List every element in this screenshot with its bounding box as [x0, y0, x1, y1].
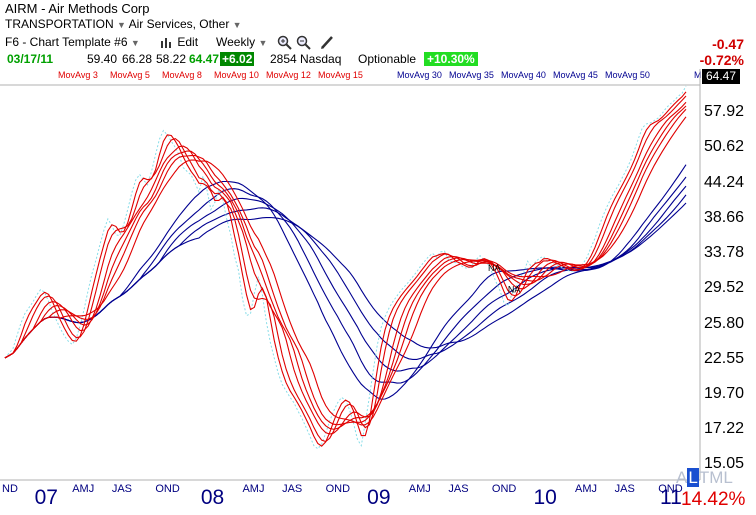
x-month-label: OND: [325, 483, 351, 495]
net-change: -0.47: [712, 36, 744, 52]
industry: Air Services, Other: [128, 17, 230, 31]
y-tick-label: 22.55: [704, 349, 745, 367]
industry-row: TRANSPORTATION ▼ Air Services, Other ▼: [5, 17, 242, 31]
series-movavg-3: [4, 91, 687, 447]
series-movavg-40: [4, 185, 687, 372]
range-m[interactable]: M: [709, 468, 724, 487]
x-month-label: AMJ: [242, 483, 265, 495]
range-t[interactable]: T: [698, 468, 710, 487]
legend-item: MovAvg 50: [605, 70, 650, 80]
x-year-label: 08: [200, 486, 225, 509]
x-month-label: AMJ: [575, 483, 598, 495]
x-year-label: 09: [367, 486, 391, 509]
edit-button[interactable]: Edit: [160, 35, 198, 49]
chevron-down-icon: ▼: [130, 38, 140, 48]
y-tick-label: 17.22: [704, 420, 745, 438]
legend-item: MovAvg 5: [110, 70, 150, 80]
y-tick-label: 57.92: [704, 103, 745, 121]
annotation-0: NA: [488, 263, 501, 273]
x-month-label: JAS: [448, 483, 469, 495]
legend-item: MovAvg 8: [162, 70, 202, 80]
high-value: 66.28: [122, 52, 153, 66]
legend-item: MovAvg 45: [553, 70, 598, 80]
low-value: 58.22: [156, 52, 187, 66]
y-tick-label: 25.80: [704, 314, 745, 332]
series-movavg-5: [4, 95, 687, 443]
chevron-down-icon[interactable]: ▼: [232, 20, 242, 30]
x-month-label: OND: [491, 483, 517, 495]
legend-item: MovAvg 12: [266, 70, 311, 80]
close-value: 64.47: [189, 52, 220, 66]
header: AIRM - Air Methods Corp TRANSPORTATION ▼…: [0, 0, 756, 68]
relative-strength-percent: 14.42%: [681, 489, 746, 510]
x-month-label: OND: [155, 483, 180, 495]
legend-item: MovAvg 35: [449, 70, 494, 80]
period-select[interactable]: Weekly ▼: [216, 35, 268, 49]
change-value: +6.02: [220, 52, 255, 66]
series-movavg-50: [4, 202, 687, 359]
series-movavg-15: [4, 116, 687, 426]
x-month-label: ND: [2, 483, 18, 495]
y-tick-label: 44.24: [704, 173, 745, 191]
x-month-label: JAS: [282, 483, 303, 495]
y-tick-label: 38.66: [704, 208, 745, 226]
series-movavg-35: [4, 176, 687, 384]
quote-date: 03/17/11: [7, 52, 54, 66]
range-l2[interactable]: L: [723, 468, 733, 487]
x-month-label: JAS: [111, 483, 132, 495]
legend-item: MovAvg 3: [58, 70, 98, 80]
x-month-label: AMJ: [408, 483, 431, 495]
zoom-out-icon[interactable]: [296, 35, 312, 53]
y-tick-label: 15.05: [704, 455, 745, 473]
y-tick-label: 29.52: [704, 279, 745, 297]
net-pct-change: -0.72%: [699, 52, 744, 68]
chevron-down-icon[interactable]: ▼: [117, 20, 126, 30]
annotation-1: NA: [508, 284, 521, 294]
pencil-icon[interactable]: [320, 35, 334, 53]
legend-item: MovAvg 30: [397, 70, 442, 80]
chart-icon: [161, 37, 171, 48]
legend-item: M: [694, 70, 702, 80]
y-tick-label: 50.62: [704, 138, 745, 156]
template-select[interactable]: F6 - Chart Template #6 ▼: [5, 35, 140, 49]
x-year-label: 11: [660, 486, 682, 509]
range-selector: ALTML: [676, 468, 733, 488]
symbol: AIRM: [5, 1, 38, 16]
y-tick-label: 33.78: [704, 244, 745, 262]
x-year-label: 07: [34, 486, 58, 509]
volume-value: 2854: [270, 52, 297, 66]
legend-item: MovAvg 15: [318, 70, 363, 80]
legend-item: MovAvg 10: [214, 70, 259, 80]
range-l[interactable]: L: [687, 468, 699, 487]
title-row: AIRM - Air Methods Corp: [5, 1, 150, 16]
series-movavg-12: [4, 108, 687, 426]
zoom-in-icon[interactable]: [277, 35, 293, 53]
exchange: Nasdaq: [300, 52, 342, 66]
sector: TRANSPORTATION: [5, 17, 114, 31]
legend-item: MovAvg 40: [501, 70, 546, 80]
x-month-label: OND: [658, 483, 683, 495]
open-value: 59.40: [87, 52, 118, 66]
y-tick-label: 19.70: [704, 385, 745, 403]
optionable-label: Optionable: [358, 52, 417, 66]
last-price-box: 64.47: [702, 69, 740, 84]
chevron-down-icon: ▼: [258, 38, 268, 48]
pct-change-badge: +10.30%: [424, 52, 478, 66]
range-a[interactable]: A: [676, 468, 688, 487]
x-year-label: 10: [533, 486, 557, 509]
x-month-label: JAS: [614, 483, 635, 495]
x-month-label: AMJ: [72, 483, 95, 495]
company-name: Air Methods Corp: [48, 1, 150, 16]
